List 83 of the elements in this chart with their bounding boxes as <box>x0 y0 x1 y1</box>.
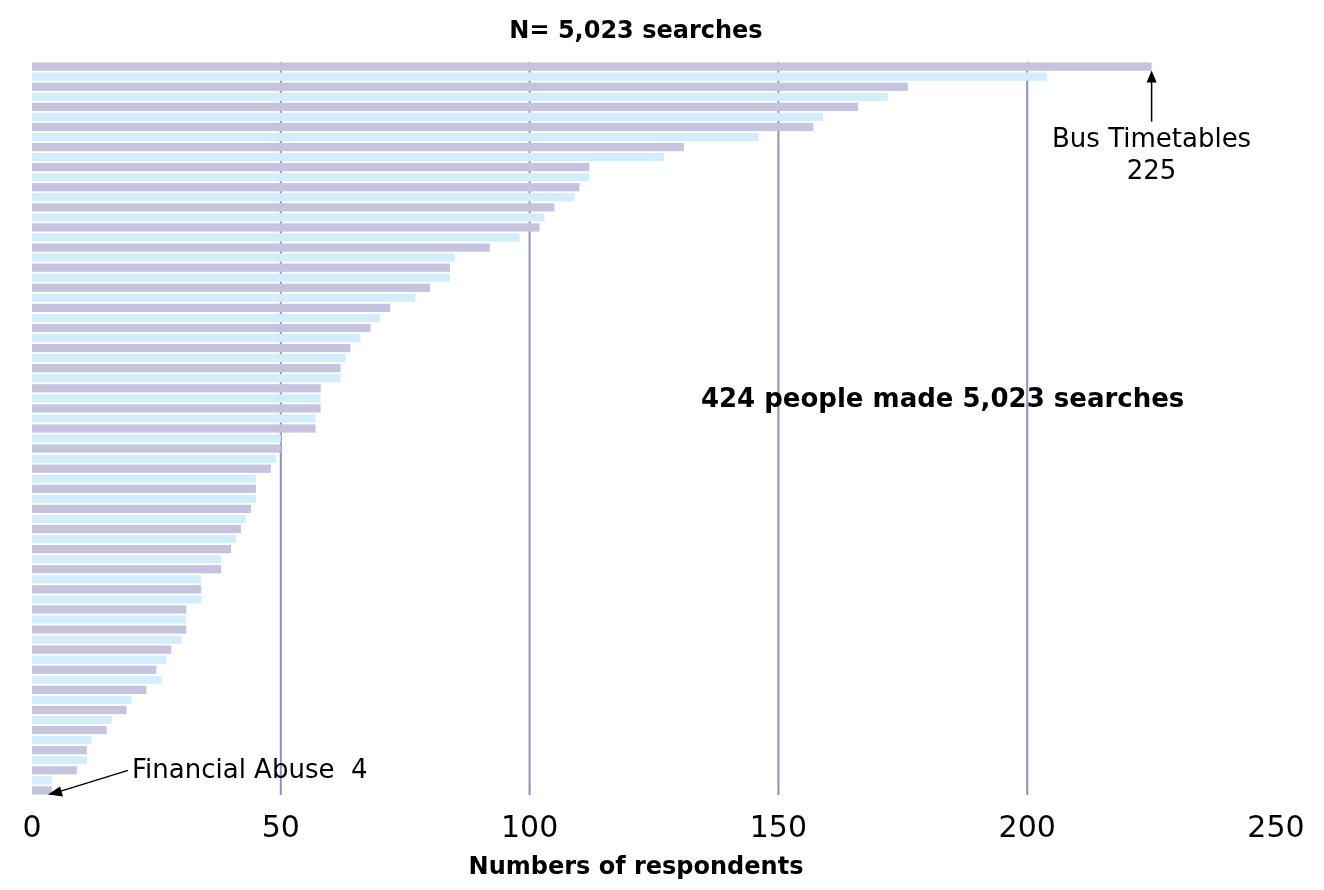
bar <box>32 193 575 202</box>
bar <box>32 404 321 413</box>
bar <box>32 635 182 644</box>
bar <box>32 163 590 172</box>
x-tick-label: 250 <box>1247 809 1305 844</box>
bar <box>32 746 87 755</box>
bar <box>32 705 127 715</box>
bar <box>32 414 316 423</box>
bar <box>32 494 256 503</box>
bar <box>32 715 112 725</box>
bar <box>32 374 341 383</box>
bar <box>32 354 346 363</box>
bar <box>32 343 351 353</box>
bar <box>32 313 381 323</box>
bar <box>32 665 157 674</box>
bar <box>32 263 450 272</box>
x-axis-title: Numbers of respondents <box>468 852 804 880</box>
bar <box>32 756 87 765</box>
x-tick-label: 100 <box>500 809 559 844</box>
bar <box>32 384 321 393</box>
bar <box>32 122 814 132</box>
bar <box>32 675 162 684</box>
bar <box>32 92 888 101</box>
bar <box>32 585 202 594</box>
bar <box>32 545 232 554</box>
bar <box>32 514 246 524</box>
x-tick-label: 200 <box>998 809 1056 844</box>
bar <box>32 203 555 212</box>
bar <box>32 615 187 624</box>
bar <box>32 333 361 343</box>
bar <box>32 655 167 664</box>
bar <box>32 484 256 493</box>
bar <box>32 62 1152 71</box>
bar <box>32 504 251 514</box>
bar <box>32 293 416 302</box>
bar <box>32 213 545 222</box>
bar <box>32 534 237 544</box>
bar <box>32 735 92 745</box>
bar <box>32 605 187 614</box>
bar <box>32 152 664 162</box>
bar <box>32 766 77 775</box>
bar <box>32 725 107 735</box>
bar <box>32 454 276 463</box>
bar <box>32 464 271 473</box>
x-tick-label: 150 <box>749 809 808 844</box>
bar <box>32 524 241 534</box>
bar <box>32 394 321 403</box>
bar <box>32 233 520 242</box>
bar <box>32 323 371 333</box>
bar <box>32 444 281 453</box>
bar <box>32 112 824 122</box>
annotation: Bus Timetables 225 <box>1052 122 1252 185</box>
bar <box>32 776 52 785</box>
annotation: Financial Abuse 4 <box>132 754 368 785</box>
bar <box>32 565 222 574</box>
bar <box>32 72 1048 81</box>
bar <box>32 474 256 483</box>
bar <box>32 364 341 373</box>
bar <box>32 273 450 282</box>
bar <box>32 82 908 91</box>
bar <box>32 243 490 252</box>
bar <box>32 695 132 705</box>
bar <box>32 575 202 584</box>
bar <box>32 555 222 564</box>
bar <box>32 434 281 443</box>
bar <box>32 253 455 262</box>
x-tick-label: 50 <box>261 809 300 844</box>
bar <box>32 283 431 292</box>
x-tick-label: 0 <box>22 809 42 844</box>
annotation: 424 people made 5,023 searches <box>700 383 1185 413</box>
bar <box>32 132 759 142</box>
bar <box>32 303 391 312</box>
bar <box>32 173 590 182</box>
bar <box>32 142 684 152</box>
bar <box>32 685 147 694</box>
bar <box>32 595 202 604</box>
bar <box>32 223 540 232</box>
bar <box>32 424 316 433</box>
bar <box>32 183 580 192</box>
bar <box>32 102 859 111</box>
bar <box>32 625 187 634</box>
bar <box>32 645 172 654</box>
chart-title: N= 5,023 searches <box>509 16 763 44</box>
